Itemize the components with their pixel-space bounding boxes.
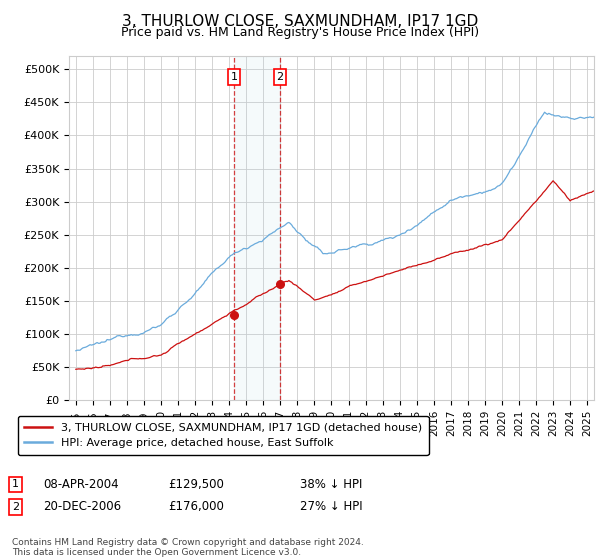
Text: 1: 1 [12, 479, 19, 489]
Text: Contains HM Land Registry data © Crown copyright and database right 2024.
This d: Contains HM Land Registry data © Crown c… [12, 538, 364, 557]
Bar [234, 56, 280, 400]
Text: 2: 2 [276, 72, 283, 82]
Text: 3, THURLOW CLOSE, SAXMUNDHAM, IP17 1GD: 3, THURLOW CLOSE, SAXMUNDHAM, IP17 1GD [122, 14, 478, 29]
Text: 38% ↓ HPI: 38% ↓ HPI [300, 478, 362, 491]
Text: £176,000: £176,000 [168, 500, 224, 514]
Text: 08-APR-2004: 08-APR-2004 [43, 478, 119, 491]
Text: 27% ↓ HPI: 27% ↓ HPI [300, 500, 362, 514]
Text: 2: 2 [12, 502, 19, 512]
Text: 20-DEC-2006: 20-DEC-2006 [43, 500, 121, 514]
Text: Price paid vs. HM Land Registry's House Price Index (HPI): Price paid vs. HM Land Registry's House … [121, 26, 479, 39]
Legend: 3, THURLOW CLOSE, SAXMUNDHAM, IP17 1GD (detached house), HPI: Average price, det: 3, THURLOW CLOSE, SAXMUNDHAM, IP17 1GD (… [17, 416, 428, 455]
Text: £129,500: £129,500 [168, 478, 224, 491]
Text: 1: 1 [230, 72, 238, 82]
